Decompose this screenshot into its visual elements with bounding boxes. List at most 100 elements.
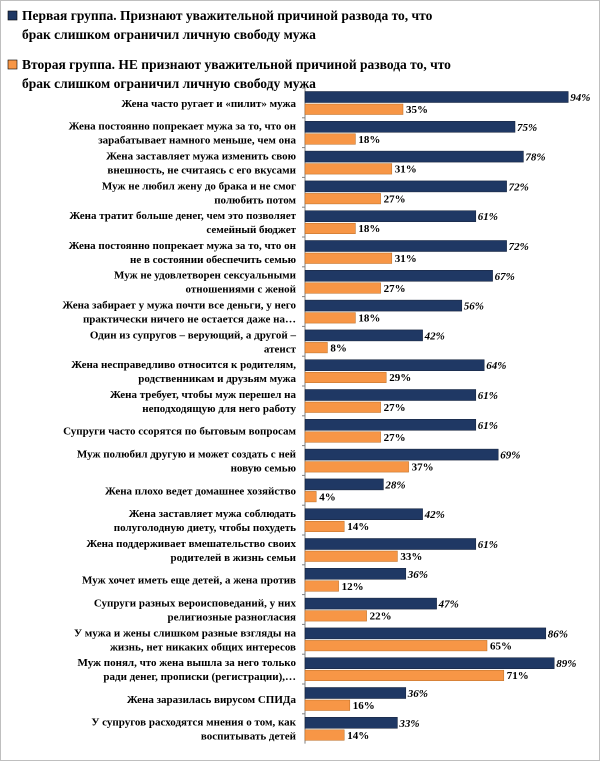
category-row-5: Жена тратит больше денег, чем это позвол… (69, 206, 498, 236)
category-label: родителей в жизнь семьи (170, 552, 296, 564)
value-label-series1: 61% (478, 211, 498, 223)
category-row-21: Жена заразилась вирусом СПИДа 36% 16% (127, 683, 428, 712)
value-label-series1: 61% (478, 390, 498, 402)
bar-series1 (304, 478, 384, 491)
bar-series1 (304, 240, 507, 252)
category-label: жизнь, нет никаких общих интересов (110, 641, 296, 653)
bar-series2 (304, 729, 345, 741)
value-label-series1: 72% (509, 241, 529, 253)
category-label: семейный бюджет (206, 224, 296, 236)
bar-series1 (304, 150, 524, 163)
value-label-series2: 71% (507, 670, 529, 682)
bar-series2 (304, 640, 488, 652)
bar-series1 (304, 389, 477, 401)
value-label-series1: 36% (407, 688, 428, 700)
value-label-series2: 27% (384, 283, 406, 295)
value-label-series2: 27% (384, 402, 406, 414)
bar-series2 (304, 103, 404, 115)
category-label: Один из супругов – верующий, а другой – (90, 329, 297, 341)
bar-series1 (304, 597, 437, 610)
value-label-series1: 64% (486, 360, 506, 372)
category-label: родственникам и друзьям мужа (138, 373, 296, 385)
category-label: Муж понял, что жена вышла за него только (77, 657, 296, 669)
value-label-series2: 37% (412, 462, 434, 474)
bar-series2 (304, 342, 328, 354)
value-label-series1: 47% (438, 599, 459, 611)
category-label: воспитывать детей (201, 731, 297, 743)
category-label: Жена требует, чтобы муж перешел на (110, 389, 297, 401)
value-label-series1: 61% (478, 539, 498, 551)
legend-swatch-2 (7, 59, 18, 70)
value-label-series2: 14% (347, 521, 369, 533)
bar-series2 (304, 520, 345, 532)
bar-series2 (304, 550, 398, 562)
category-label: Муж не любил жену до брака и не смог (102, 180, 296, 192)
bar-series1 (304, 717, 398, 729)
value-label-series2: 14% (347, 730, 369, 742)
legend-entry-2: Вторая группа. НЕ признают уважительной … (7, 57, 451, 91)
value-label-series1: 36% (407, 569, 428, 581)
category-row-18: Супруги разных вероисповеданий, у них рел… (94, 594, 459, 624)
value-label-series2: 35% (406, 104, 428, 116)
bar-series2 (304, 401, 381, 413)
value-label-series2: 18% (358, 134, 380, 146)
bar-series1 (304, 121, 516, 133)
bar-series1 (304, 448, 499, 461)
bar-series2 (304, 580, 339, 592)
category-row-13: Муж полюбил другую и может создать с ней… (77, 445, 520, 475)
bar-series2 (304, 282, 381, 294)
value-label-series1: 72% (509, 181, 529, 193)
category-label: Жена заставляет мужа изменить свою (106, 151, 296, 163)
bar-series2 (304, 669, 505, 681)
bar-series2 (304, 371, 387, 383)
value-label-series1: 67% (495, 271, 515, 283)
value-label-series1: 86% (548, 628, 568, 640)
bar-series1 (304, 508, 423, 520)
category-row-6: Жена постоянно попрекает мужа за то, что… (69, 236, 529, 266)
bar-series1 (304, 329, 423, 342)
bar-series2 (304, 193, 381, 205)
value-label-series1: 61% (478, 420, 498, 432)
value-label-series2: 22% (370, 611, 392, 623)
legend-entry-1: Первая группа. Признают уважительной при… (7, 8, 433, 42)
bar-series1 (304, 657, 555, 669)
bar-series1 (304, 91, 569, 103)
legend: Первая группа. Признают уважительной при… (7, 8, 451, 91)
value-label-series2: 18% (358, 313, 380, 325)
category-row-17: Муж хочет иметь еще детей, а жена против… (82, 564, 428, 593)
value-label-series2: 31% (395, 253, 417, 265)
category-label: атеист (264, 343, 297, 355)
legend-label-2-line-1: Вторая группа. НЕ признают уважительной … (22, 57, 451, 72)
category-row-16: Жена поддерживает вмешательство своих род… (86, 534, 498, 564)
bar-series1 (304, 299, 463, 312)
value-label-series2: 12% (342, 581, 364, 593)
category-label: Муж полюбил другую и может создать с ней (77, 449, 297, 461)
value-label-series2: 4% (319, 491, 336, 503)
value-label-series2: 65% (490, 640, 512, 652)
category-label: У мужа и жены слишком разные взгляды на (74, 627, 297, 639)
category-row-15: Жена заставляет мужа соблюдать полуголодн… (114, 504, 445, 534)
bar-series2 (304, 133, 356, 145)
legend-swatch-1 (7, 10, 18, 21)
value-label-series2: 27% (384, 193, 406, 205)
category-label: Супруги часто ссорятся по бытовым вопрос… (63, 426, 296, 438)
value-label-series1: 28% (384, 479, 405, 491)
value-label-series2: 33% (400, 551, 422, 563)
bar-series2 (304, 312, 356, 324)
value-label-series1: 75% (517, 122, 537, 134)
category-row-8: Жена забирает у мужа почти все деньги, у… (62, 296, 484, 326)
bar-series2 (304, 491, 317, 503)
category-label: Жена поддерживает вмешательство своих (86, 538, 296, 550)
category-label: внешность, не считаясь с его вкусами (107, 165, 296, 177)
category-label: полюбить потом (214, 194, 296, 206)
category-label: Жена несправедливо относится к родителям… (71, 359, 296, 371)
legend-label-1-line-1: Первая группа. Признают уважительной при… (22, 8, 433, 23)
legend-label-1-line-2: брак слишком ограничил личную свободу му… (22, 27, 316, 42)
value-label-series1: 94% (570, 92, 590, 104)
category-label: Жена забирает у мужа почти все деньги, у… (62, 300, 296, 312)
category-label: религиозные разногласия (168, 612, 297, 624)
value-label-series1: 56% (464, 301, 484, 313)
category-label: не в состоянии обеспечить семью (130, 254, 296, 266)
category-label: неподходящую для него работу (142, 403, 296, 415)
